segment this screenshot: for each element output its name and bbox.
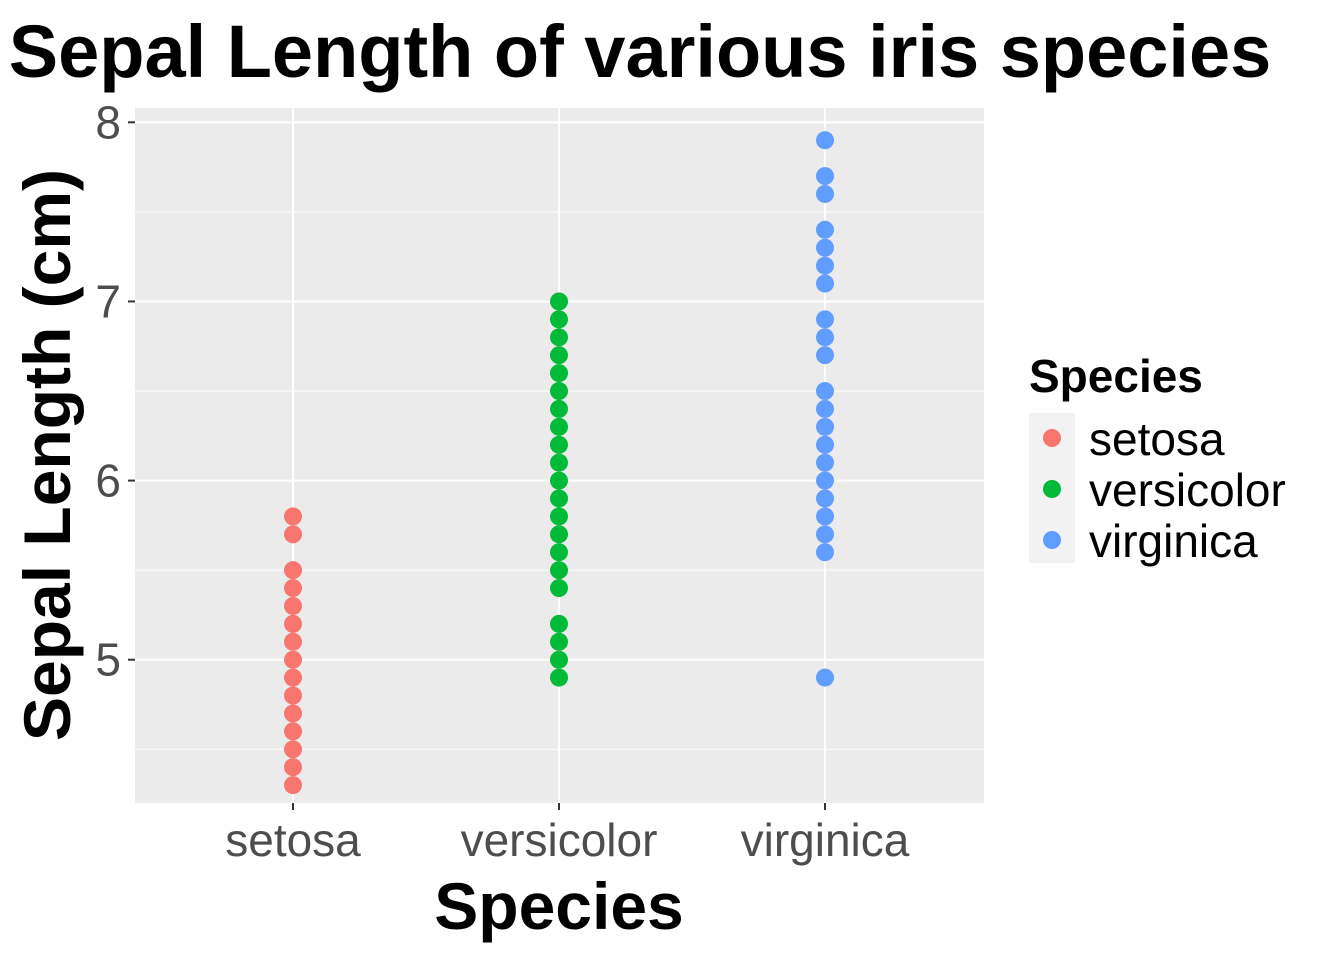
point-setosa [284, 740, 302, 759]
point-versicolor [550, 399, 568, 418]
legend-swatch-virginica [1043, 531, 1061, 549]
point-versicolor [550, 525, 568, 544]
point-virginica [816, 184, 834, 203]
data-points [284, 131, 834, 795]
point-setosa [284, 614, 302, 633]
point-versicolor [550, 489, 568, 508]
legend-title: Species [1029, 350, 1203, 402]
legend-swatch-versicolor [1043, 480, 1061, 498]
point-virginica [816, 131, 834, 150]
point-versicolor [550, 382, 568, 401]
point-virginica [816, 435, 834, 454]
point-virginica [816, 453, 834, 472]
point-virginica [816, 346, 834, 365]
point-setosa [284, 722, 302, 741]
x-axis-title: Species [434, 869, 684, 943]
point-versicolor [550, 453, 568, 472]
point-versicolor [550, 561, 568, 580]
point-virginica [816, 489, 834, 508]
y-tick-label: 6 [95, 455, 121, 507]
point-versicolor [550, 364, 568, 383]
point-virginica [816, 668, 834, 687]
point-virginica [816, 310, 834, 329]
axis-ticks [128, 121, 826, 810]
point-versicolor [550, 310, 568, 329]
point-setosa [284, 704, 302, 723]
point-versicolor [550, 632, 568, 651]
point-versicolor [550, 292, 568, 311]
point-versicolor [550, 668, 568, 687]
y-tick-label: 5 [95, 634, 121, 686]
point-setosa [284, 776, 302, 795]
point-virginica [816, 220, 834, 239]
point-virginica [816, 525, 834, 544]
point-virginica [816, 399, 834, 418]
legend-label-setosa: setosa [1089, 413, 1225, 465]
point-versicolor [550, 471, 568, 490]
legend-label-versicolor: versicolor [1089, 464, 1286, 516]
point-virginica [816, 471, 834, 490]
point-virginica [816, 507, 834, 526]
point-virginica [816, 256, 834, 275]
point-setosa [284, 650, 302, 669]
point-versicolor [550, 346, 568, 365]
point-versicolor [550, 328, 568, 347]
point-virginica [816, 543, 834, 562]
point-versicolor [550, 507, 568, 526]
y-axis-title: Sepal Length (cm) [10, 169, 84, 741]
point-versicolor [550, 435, 568, 454]
point-virginica [816, 417, 834, 436]
legend-label-virginica: virginica [1089, 515, 1258, 567]
point-setosa [284, 686, 302, 705]
y-tick-label: 8 [95, 96, 121, 148]
point-setosa [284, 758, 302, 777]
point-setosa [284, 579, 302, 598]
point-virginica [816, 167, 834, 186]
point-versicolor [550, 614, 568, 633]
y-tick-label: 7 [95, 275, 121, 327]
x-tick-label: versicolor [461, 814, 658, 866]
point-versicolor [550, 579, 568, 598]
chart-title: Sepal Length of various iris species [9, 10, 1272, 93]
x-tick-label: virginica [741, 814, 910, 866]
point-virginica [816, 238, 834, 257]
legend-swatch-setosa [1043, 429, 1061, 447]
x-tick-label: setosa [225, 814, 361, 866]
point-setosa [284, 561, 302, 580]
point-versicolor [550, 650, 568, 669]
point-setosa [284, 632, 302, 651]
point-setosa [284, 507, 302, 526]
tick-labels: 5 6 7 8 setosa versicolor virginica [95, 96, 909, 866]
point-virginica [816, 274, 834, 293]
point-virginica [816, 328, 834, 347]
point-setosa [284, 668, 302, 687]
point-setosa [284, 525, 302, 544]
point-virginica [816, 382, 834, 401]
point-versicolor [550, 543, 568, 562]
point-setosa [284, 596, 302, 615]
point-versicolor [550, 417, 568, 436]
